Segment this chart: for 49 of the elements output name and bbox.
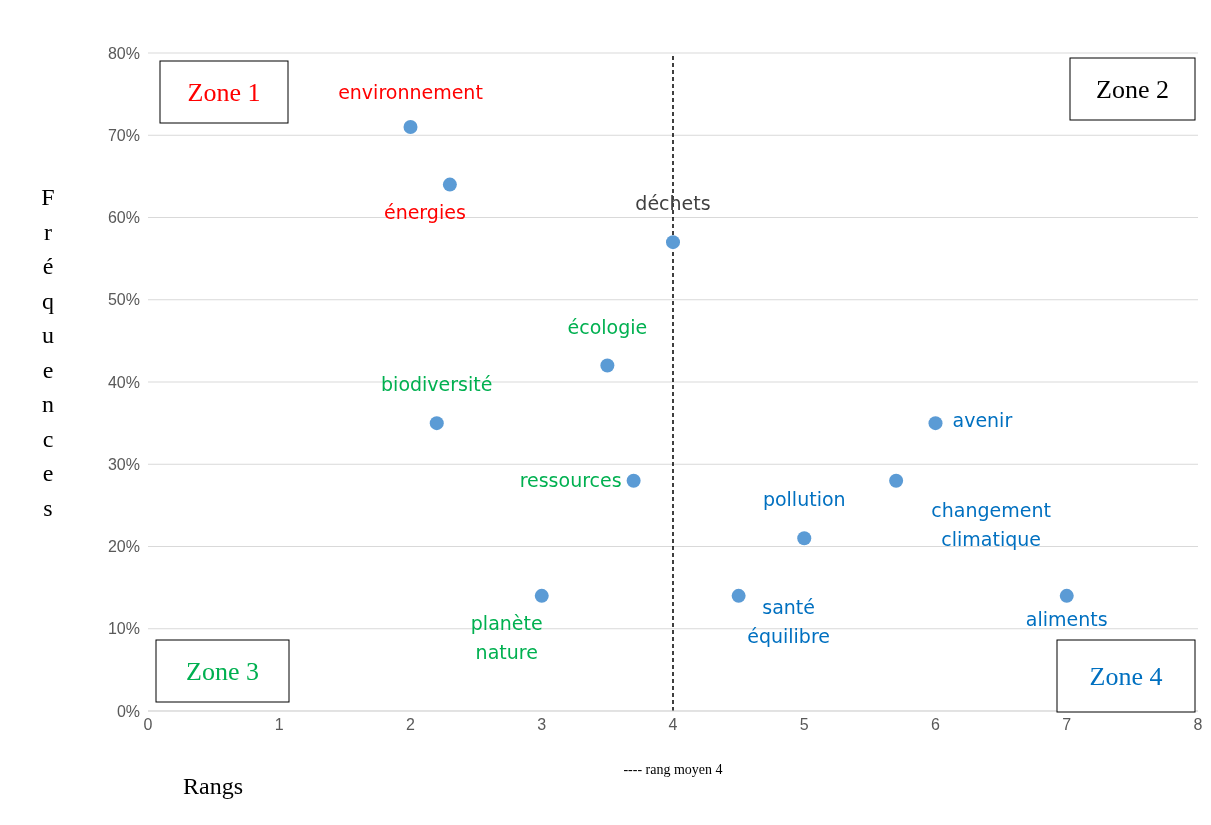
x-axis-title: Rangs: [183, 773, 243, 799]
x-tick-label: 2: [406, 716, 416, 734]
y-tick-label: 0%: [116, 702, 140, 720]
y-tick-label: 10%: [107, 620, 140, 638]
point: [731, 588, 746, 603]
point: [1059, 588, 1074, 603]
annotation: énergies: [383, 200, 466, 223]
y-tick-label: 20%: [107, 538, 140, 556]
annotation: Zone 3: [186, 657, 259, 686]
annotation: planète nature: [470, 611, 543, 663]
point: [626, 473, 641, 488]
annotation: déchets: [635, 192, 711, 215]
annotation: Zone 4: [1089, 662, 1163, 691]
text: Fréquences: [41, 184, 55, 521]
y-tick-label: 40%: [107, 373, 140, 391]
annotation: écologie: [567, 315, 648, 338]
y-tick-label: 70%: [107, 126, 140, 144]
ref-line-label: ---- rang moyen 4: [623, 762, 723, 777]
annotation: aliments: [1025, 607, 1108, 630]
annotation: changement climatique: [931, 498, 1051, 550]
point: [403, 120, 418, 135]
x-tick-label: 7: [1062, 716, 1072, 734]
point: [600, 358, 615, 373]
y-tick-label: 80%: [107, 44, 140, 62]
point: [429, 416, 444, 431]
x-tick-label: 4: [668, 716, 678, 734]
y-tick-label: 50%: [107, 291, 140, 309]
annotation: santé équilibre: [747, 595, 831, 647]
point: [442, 177, 457, 192]
x-tick-label: 1: [274, 716, 284, 734]
annotation: ressources: [519, 468, 622, 491]
point: [928, 416, 943, 431]
point: [666, 235, 680, 250]
x-tick-label: 0: [143, 716, 153, 734]
annotation: Zone 1: [187, 78, 261, 107]
x-tick-label: 6: [931, 716, 941, 734]
annotation: avenir: [952, 409, 1013, 432]
annotation: Zone 2: [1096, 75, 1169, 104]
x-tick-label: 8: [1193, 716, 1203, 734]
y-tick-label: 30%: [107, 455, 140, 473]
point: [534, 588, 549, 603]
point: [889, 473, 904, 488]
x-tick-label: 5: [799, 716, 809, 734]
x-tick-label: 3: [537, 716, 547, 734]
y-tick-label: 60%: [107, 209, 140, 227]
annotation: pollution: [762, 488, 846, 511]
annotation: biodiversité: [381, 373, 493, 396]
point: [797, 531, 812, 546]
annotation: environnement: [338, 81, 483, 104]
